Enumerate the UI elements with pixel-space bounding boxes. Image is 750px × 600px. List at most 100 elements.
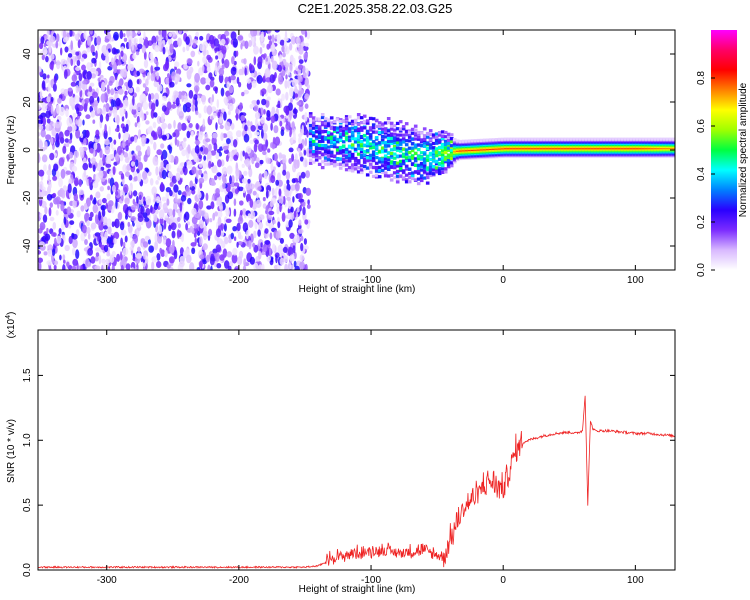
spectrogram-noise-cell [137,43,143,50]
spectrogram-band-cell [383,174,388,178]
spectrogram-noise-cell [153,192,157,203]
spectrogram-noise-cell [134,136,138,143]
spectrogram-noise-cell [76,210,81,218]
spectrogram-noise-cell [108,200,114,207]
spectrogram-band-cell [446,148,451,152]
spectrogram-noise-cell [176,229,180,239]
spectrogram-noise-cell [129,232,133,239]
spectrogram-noise-cell [261,144,268,152]
spectrogram-noise-cell [78,72,83,82]
spectrogram-noise-cell [153,202,158,211]
spectrogram-noise-cell [116,49,120,54]
spectrogram-band-cell [356,116,361,120]
spectrogram-noise-cell [138,68,145,74]
spectrogram-band-cell [389,121,394,125]
spectrogram-band-cell [371,174,376,178]
spectrogram-noise-cell [249,103,254,110]
spectrogram-x-tick-label: -200 [229,275,249,286]
spectrogram-band-cell [359,128,364,132]
spectrogram-band-cell [335,146,340,150]
spectrogram-noise-cell [200,146,204,152]
spectrogram-noise-cell [254,139,259,145]
spectrogram-band-cell [356,138,361,142]
snr-y-axis-label: SNR (10 * v/v) [6,419,17,483]
spectrogram-noise-cell [262,150,267,156]
spectrogram-noise-cell [290,206,294,213]
spectrogram-noise-cell [201,160,207,170]
spectrogram-band-cell [335,157,340,161]
spectrogram-band-cell [416,157,421,161]
spectrogram-noise-cell [95,129,100,137]
spectrogram-band-cell [323,162,328,166]
spectrogram-noise-cell [218,239,222,245]
spectrogram-band-cell [383,143,388,147]
spectrogram-noise-cell [292,245,296,254]
spectrogram-band-cell [377,126,382,130]
spectrogram-noise-cell [38,104,41,110]
spectrogram-noise-cell [106,252,111,257]
spectrogram-band-cell [386,133,391,137]
spectrogram-noise-cell [60,47,63,56]
spectrogram-noise-cell [150,73,155,82]
spectrogram-band-cell [314,154,319,158]
spectrogram-noise-cell [263,170,268,180]
spectrogram-band-cell [410,146,415,150]
spectrogram-noise-cell [176,68,182,76]
spectrogram-band-cell [332,129,337,133]
spectrogram-band-cell [362,149,367,154]
spectrogram-band-cell [398,154,403,158]
spectrogram-band-cell [413,159,418,163]
spectrogram-noise-cell [231,175,235,184]
spectrogram-noise-cell [215,122,218,131]
spectrogram-band-cell [398,162,403,166]
spectrogram-noise-cell [67,53,73,58]
spectrogram-band-cell [323,117,328,121]
spectrogram-band-cell [425,158,430,162]
snr-y-tick-label: 1.0 [22,433,33,447]
spectrogram-band-cell [392,166,397,170]
spectrogram-band-cell [386,174,391,178]
spectrogram-band-cell [326,156,331,160]
spectrogram-band-cell [443,148,448,152]
spectrogram-noise-cell [203,225,207,233]
spectrogram-noise-cell [144,217,150,222]
spectrogram-band-cell [659,137,664,141]
spectrogram-noise-cell [215,188,220,195]
spectrogram-band-cell [320,115,325,120]
spectrogram-band-cell [374,124,379,128]
spectrogram-noise-cell [268,210,275,216]
spectrogram-noise-cell [39,180,44,191]
spectrogram-noise-cell [296,207,300,213]
spectrogram-noise-cell [210,181,217,186]
snr-x-tick-label: 100 [627,575,644,586]
spectrogram-noise-cell [213,142,218,152]
spectrogram-noise-cell [105,163,112,168]
spectrogram-band-cell [377,141,382,145]
spectrogram-noise-cell [92,164,96,172]
spectrogram-band-cell [311,152,316,156]
spectrogram-noise-cell [165,190,169,201]
spectrogram-noise-cell [120,264,124,270]
spectrogram-noise-cell [278,152,282,159]
spectrogram-noise-cell [111,264,115,270]
spectrogram-noise-cell [189,180,193,188]
spectrogram-noise-cell [236,222,241,232]
spectrogram-band-cell [350,134,355,138]
spectrogram-band-cell [404,129,409,133]
snr-scale-factor: (x104) [5,312,17,339]
spectrogram-noise-cell [163,219,167,230]
spectrogram-band-cell [425,131,430,136]
spectrogram-noise-cell [123,37,128,42]
spectrogram-band-cell [335,126,340,130]
spectrogram-y-tick-label: -20 [22,190,33,205]
spectrogram-band-cell [437,140,442,144]
spectrogram-noise-cell [216,210,223,218]
spectrogram-band-cell [338,138,343,142]
spectrogram-noise-cell [241,208,247,216]
spectrogram-noise-cell [88,86,93,93]
spectrogram-noise-cell [225,208,230,217]
spectrogram-noise-cell [228,102,234,112]
spectrogram-band-cell [347,153,352,158]
spectrogram-noise-cell [284,80,288,89]
